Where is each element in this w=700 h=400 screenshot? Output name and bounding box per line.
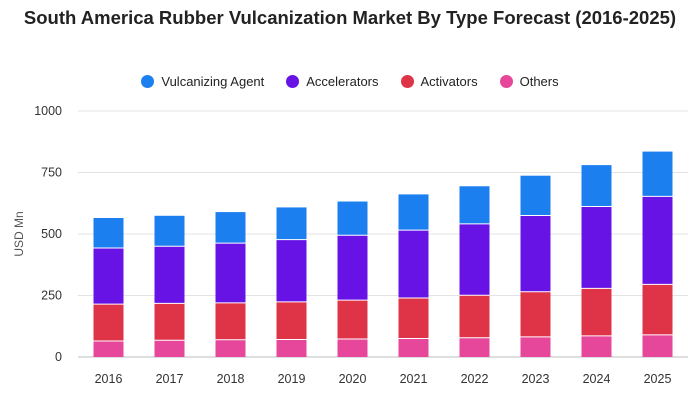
bar-segment-accelerators[interactable] (337, 235, 368, 301)
y-tick-label: 0 (55, 350, 62, 364)
bar-segment-vulcanizing-agent[interactable] (642, 151, 673, 197)
bar-segment-vulcanizing-agent[interactable] (581, 165, 612, 207)
bar-segment-activators[interactable] (337, 300, 368, 340)
bar-segment-vulcanizing-agent[interactable] (93, 218, 124, 249)
legend-swatch (400, 75, 414, 88)
y-tick-label: 1000 (34, 104, 62, 118)
legend-item-2[interactable]: Activators (400, 74, 478, 89)
x-tick-label: 2024 (583, 372, 611, 386)
bar-segment-others[interactable] (154, 340, 185, 357)
bar-segment-accelerators[interactable] (642, 196, 673, 285)
x-tick-label: 2020 (339, 372, 367, 386)
bar-segment-accelerators[interactable] (93, 248, 124, 305)
bar-segment-others[interactable] (520, 336, 551, 357)
bar-segment-others[interactable] (398, 338, 429, 357)
bar-segment-others[interactable] (215, 339, 246, 357)
bar-segment-vulcanizing-agent[interactable] (276, 207, 307, 240)
y-tick-label: 500 (41, 227, 62, 241)
x-tick-label: 2018 (217, 372, 245, 386)
legend-label: Activators (420, 74, 478, 89)
legend-label: Accelerators (306, 74, 379, 89)
bar-segment-activators[interactable] (642, 284, 673, 335)
x-tick-label: 2022 (461, 372, 489, 386)
bar-segment-others[interactable] (581, 335, 612, 357)
bar-segment-activators[interactable] (520, 291, 551, 337)
bar-segment-activators[interactable] (93, 304, 124, 342)
y-axis-label: USD Mn (12, 211, 26, 256)
legend-item-0[interactable]: Vulcanizing Agent (141, 74, 264, 89)
bar-segment-others[interactable] (337, 339, 368, 357)
x-tick-label: 2016 (95, 372, 123, 386)
bar-segment-vulcanizing-agent[interactable] (459, 186, 490, 224)
x-tick-label: 2025 (644, 372, 672, 386)
bar-segment-activators[interactable] (398, 297, 429, 339)
bar-segment-vulcanizing-agent[interactable] (520, 175, 551, 216)
bar-segment-activators[interactable] (215, 302, 246, 340)
bar-segment-others[interactable] (459, 337, 490, 357)
bar-segment-vulcanizing-agent[interactable] (398, 194, 429, 231)
legend-item-1[interactable]: Accelerators (286, 74, 379, 89)
bar-segment-accelerators[interactable] (215, 243, 246, 303)
x-tick-label: 2021 (400, 372, 428, 386)
legend-item-3[interactable]: Others (499, 74, 559, 89)
bar-segment-accelerators[interactable] (276, 239, 307, 302)
bar-segment-accelerators[interactable] (398, 230, 429, 298)
bar-segment-others[interactable] (93, 341, 124, 357)
bar-segment-accelerators[interactable] (520, 215, 551, 292)
bar-segment-vulcanizing-agent[interactable] (337, 201, 368, 236)
legend-label: Vulcanizing Agent (161, 74, 265, 89)
chart-title: South America Rubber Vulcanization Marke… (23, 7, 677, 28)
legend: Vulcanizing Agent Accelerators Activators O… (0, 74, 700, 89)
bar-segment-activators[interactable] (154, 303, 185, 341)
x-tick-label: 2019 (278, 372, 306, 386)
bar-segment-activators[interactable] (276, 301, 307, 340)
bar-segment-activators[interactable] (581, 288, 612, 336)
y-tick-label: 250 (41, 289, 62, 303)
y-tick-label: 750 (41, 166, 62, 180)
bar-segment-accelerators[interactable] (459, 223, 490, 296)
legend-label: Others (519, 74, 559, 89)
x-tick-label: 2023 (522, 372, 550, 386)
bar-segment-others[interactable] (642, 334, 673, 357)
bar-segment-activators[interactable] (459, 295, 490, 338)
bar-segment-accelerators[interactable] (154, 246, 185, 304)
bar-segment-vulcanizing-agent[interactable] (154, 215, 185, 247)
legend-swatch (141, 75, 155, 88)
bar-segment-accelerators[interactable] (581, 206, 612, 289)
legend-swatch (499, 75, 513, 88)
legend-swatch (286, 75, 300, 88)
bar-segment-others[interactable] (276, 339, 307, 357)
bar-segment-vulcanizing-agent[interactable] (215, 212, 246, 244)
x-tick-label: 2017 (156, 372, 184, 386)
